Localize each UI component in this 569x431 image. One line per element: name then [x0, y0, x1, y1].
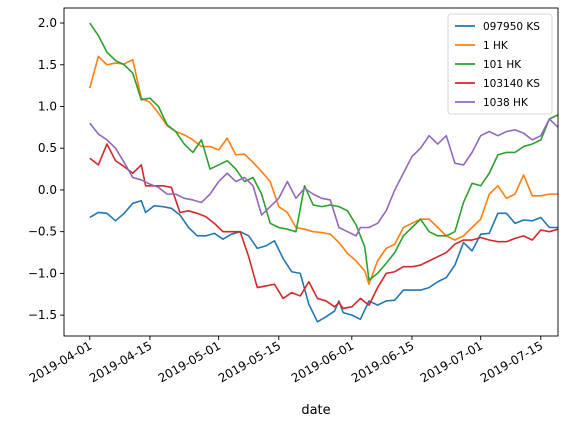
legend-label-0: 097950 KS	[483, 21, 540, 33]
y-tick-label-2: −0.5	[28, 225, 57, 239]
y-tick-label-5: 1.0	[38, 99, 57, 113]
series-line-0	[89, 199, 558, 323]
y-tick-label-3: 0.0	[38, 183, 57, 197]
y-tick-label-4: 0.5	[38, 141, 57, 155]
x-axis-label: date	[301, 403, 330, 418]
y-tick-label-0: −1.5	[28, 308, 57, 322]
y-tick-label-1: −1.0	[28, 266, 57, 280]
series-line-3	[89, 143, 558, 310]
legend-box	[447, 13, 553, 115]
legend-label-2: 101 HK	[483, 59, 522, 71]
plot-area	[88, 22, 558, 323]
legend-label-1: 1 HK	[483, 40, 509, 52]
legend-label-4: 1038 HK	[483, 97, 529, 109]
series-group	[88, 22, 558, 323]
series-line-1	[88, 55, 558, 286]
y-tick-label-7: 2.0	[38, 16, 57, 30]
y-tick-label-6: 1.5	[38, 58, 57, 72]
legend-label-3: 103140 KS	[483, 78, 540, 90]
axes-frame	[63, 7, 559, 337]
series-line-4	[89, 118, 558, 237]
series-line-2	[89, 22, 558, 281]
legend: 097950 KS 1 HK 101 HK 103140 KS 1038 HK	[447, 13, 553, 115]
